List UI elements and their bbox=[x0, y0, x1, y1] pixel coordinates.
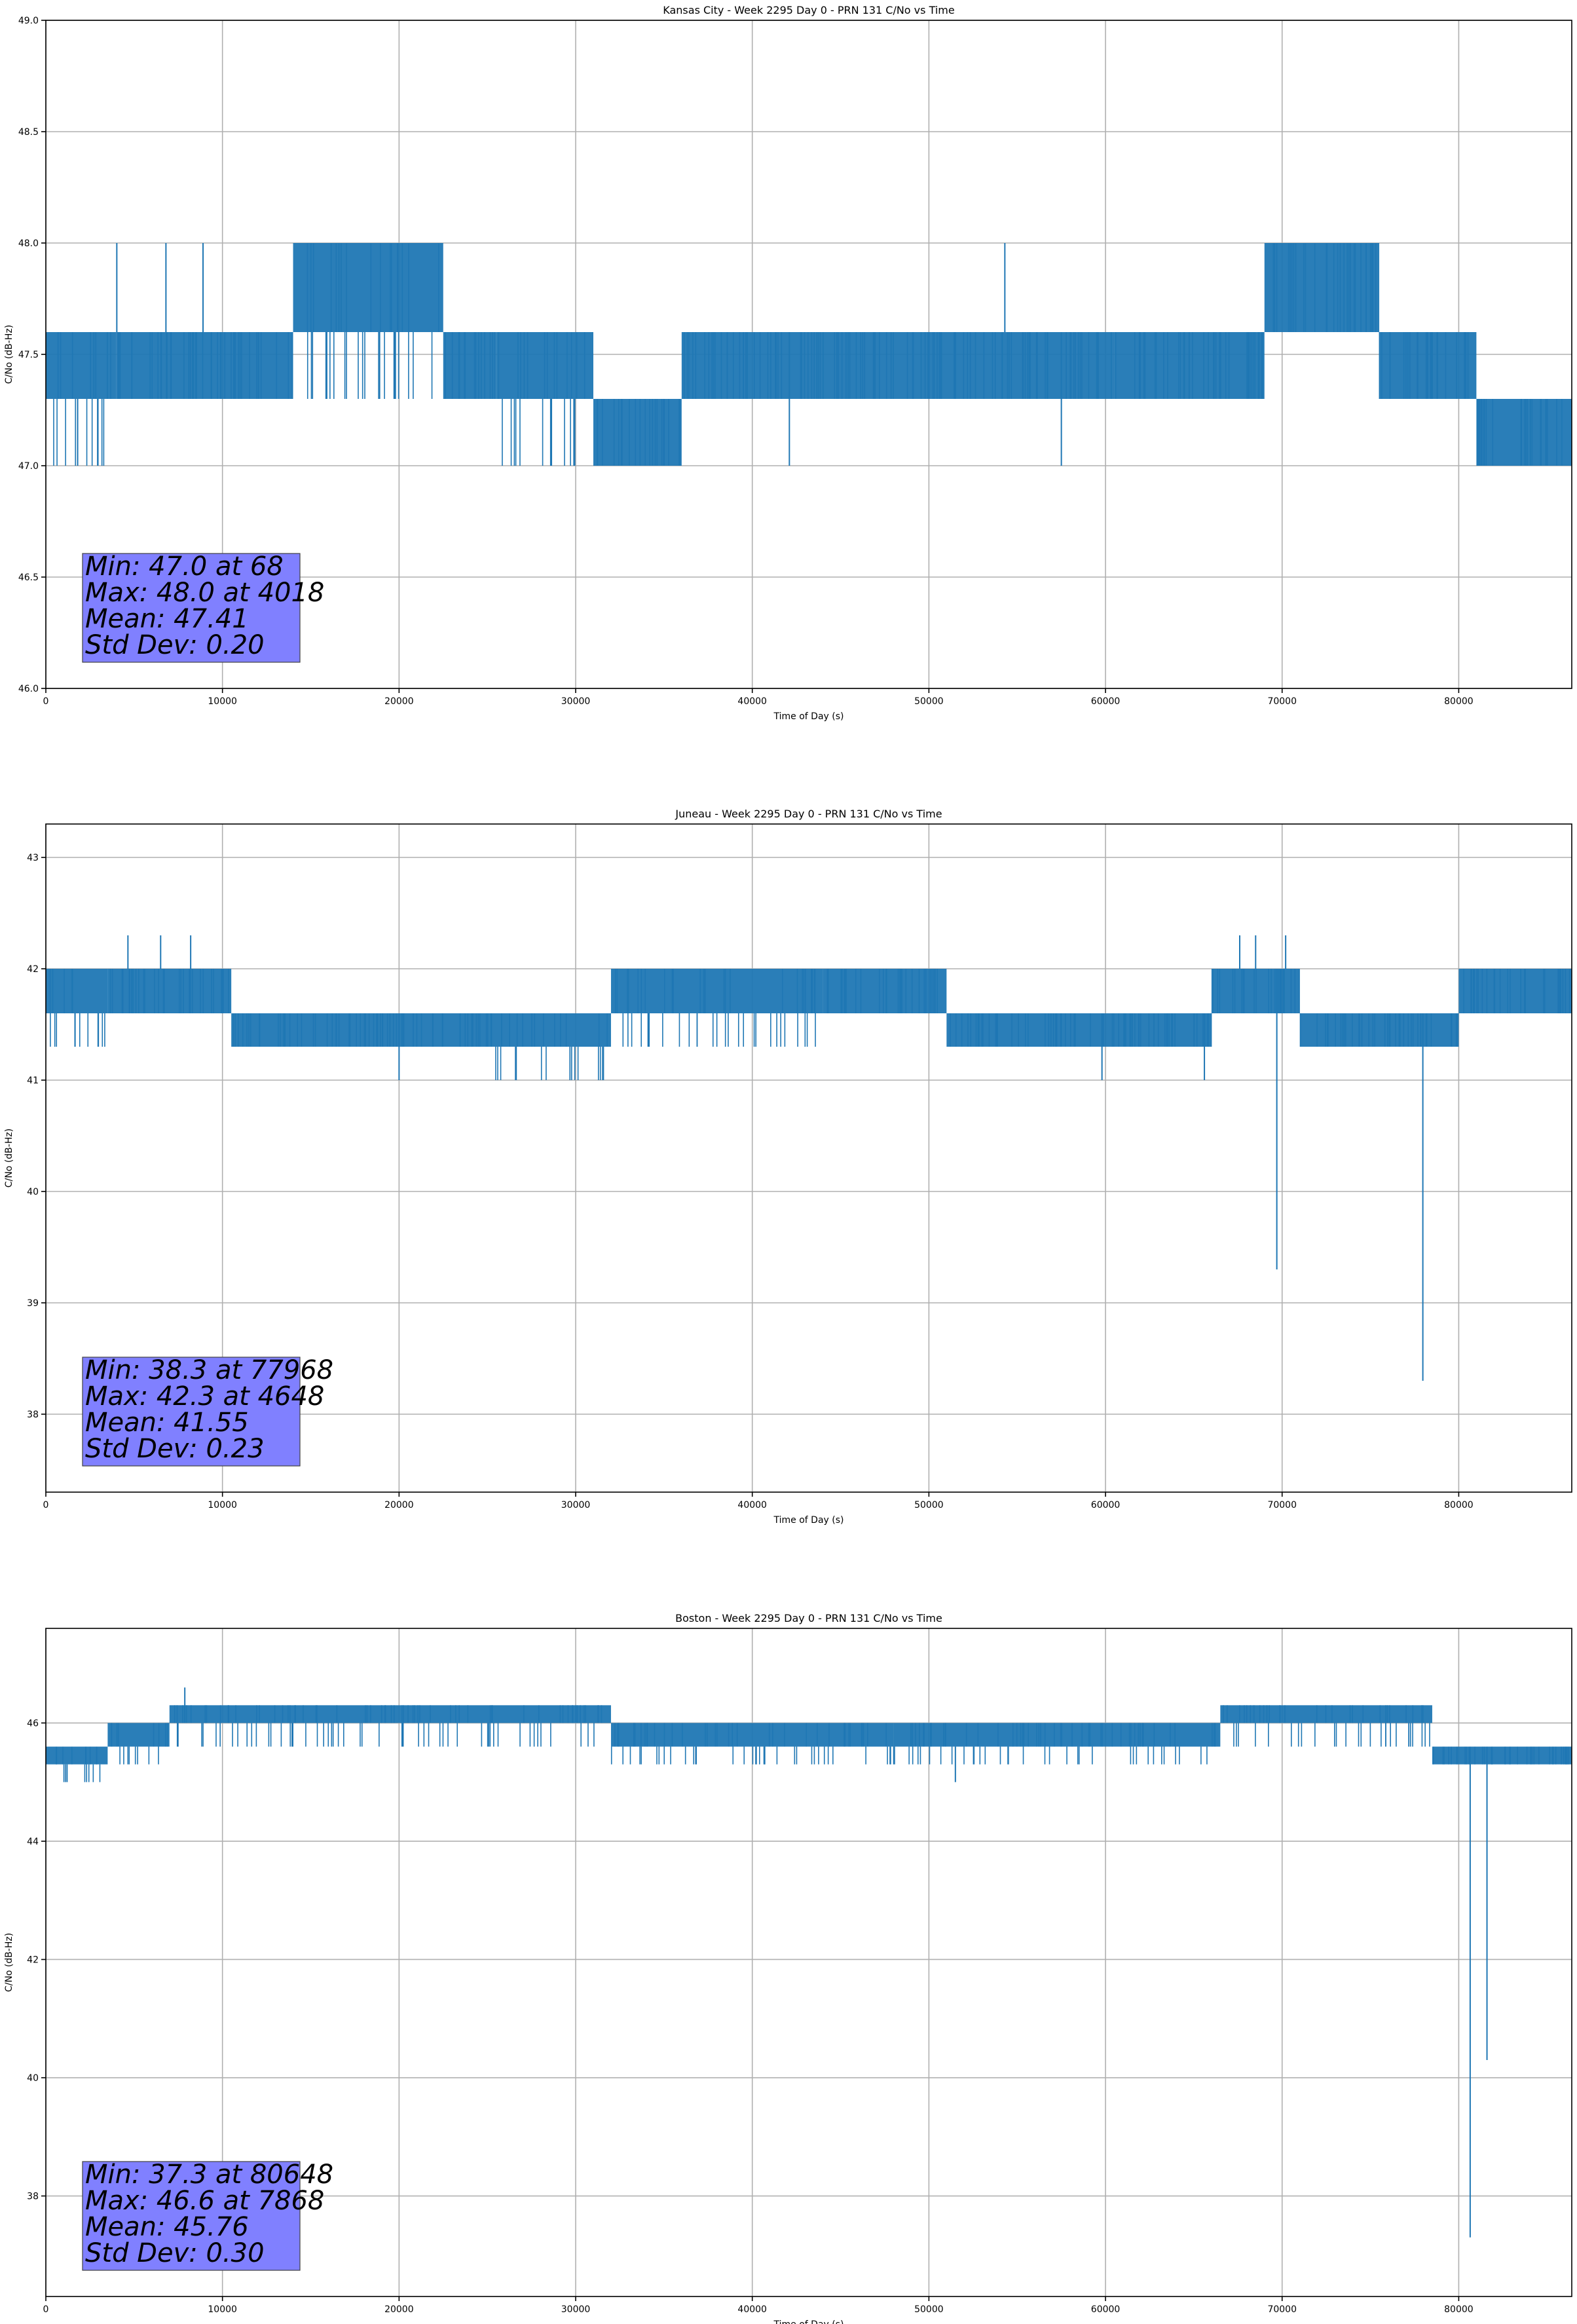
series-band bbox=[46, 332, 117, 399]
chart-3: 0 10000 20000 30000 40000 50000 60000 70000 8000… bbox=[4, 1612, 1572, 2324]
stats-line: Min: 37.3 at 80648 bbox=[85, 2160, 333, 2190]
x-tick-label: 10000 bbox=[208, 2304, 237, 2315]
y-axis-label: C/No (dB-Hz) bbox=[4, 1129, 14, 1188]
x-tick-label: 50000 bbox=[914, 2304, 944, 2315]
plot-frame bbox=[45, 823, 1572, 1493]
x-tick-label: 40000 bbox=[737, 696, 767, 707]
chart-title: Juneau - Week 2295 Day 0 - PRN 131 C/No … bbox=[675, 808, 942, 820]
y-tick-label: 47.0 bbox=[18, 461, 39, 472]
stats-box bbox=[82, 2161, 301, 2271]
y-tick-label: 46.5 bbox=[18, 572, 39, 583]
series-band bbox=[1432, 1746, 1572, 1765]
chart-title: Boston - Week 2295 Day 0 - PRN 131 C/No … bbox=[675, 1612, 942, 1624]
x-tick-label: 40000 bbox=[737, 1500, 767, 1510]
x-tick-label: 0 bbox=[43, 696, 49, 707]
series-band bbox=[116, 332, 293, 399]
series-band bbox=[610, 1723, 894, 1747]
y-tick-label: 40 bbox=[27, 1187, 39, 1197]
x-tick-label: 50000 bbox=[914, 1500, 944, 1510]
series-band bbox=[593, 399, 682, 466]
x-tick-label: 30000 bbox=[561, 1500, 591, 1510]
x-tick-label: 10000 bbox=[208, 696, 237, 707]
x-tick-label: 70000 bbox=[1267, 696, 1297, 707]
series-band bbox=[681, 332, 1115, 399]
y-tick-label: 48.5 bbox=[18, 127, 39, 138]
series-band bbox=[231, 1013, 488, 1047]
series-band bbox=[1299, 1013, 1459, 1047]
x-tick-label: 50000 bbox=[914, 696, 944, 707]
y-axis-label: C/No (dB-Hz) bbox=[4, 325, 14, 384]
x-tick-label: 60000 bbox=[1091, 696, 1121, 707]
y-tick-label: 42 bbox=[27, 964, 39, 975]
chart-2: 0 10000 20000 30000 40000 50000 60000 70000 8000… bbox=[4, 808, 1572, 1526]
series-band bbox=[107, 969, 232, 1013]
y-tick-label: 38 bbox=[27, 1410, 39, 1420]
y-tick-label: 46 bbox=[27, 1718, 39, 1729]
stats-line: Std Dev: 0.30 bbox=[85, 2238, 265, 2268]
stats-line: Min: 47.0 at 68 bbox=[85, 552, 284, 582]
series-band bbox=[487, 1013, 611, 1047]
y-tick-label: 43 bbox=[27, 853, 39, 863]
series-band bbox=[893, 1723, 1221, 1747]
stats-line: Max: 48.0 at 4018 bbox=[85, 578, 324, 608]
x-tick-label: 40000 bbox=[737, 2304, 767, 2315]
y-tick-label: 41 bbox=[27, 1076, 39, 1086]
y-tick-label: 46.0 bbox=[18, 684, 39, 694]
series-group bbox=[46, 1687, 1572, 2238]
x-tick-label: 80000 bbox=[1444, 696, 1474, 707]
x-tick-label: 20000 bbox=[384, 2304, 414, 2315]
x-tick-label: 30000 bbox=[561, 2304, 591, 2315]
y-tick-label: 48.0 bbox=[18, 238, 39, 249]
x-tick-label: 80000 bbox=[1444, 1500, 1474, 1510]
stats-line: Mean: 47.41 bbox=[85, 604, 249, 634]
x-tick-label: 20000 bbox=[384, 696, 414, 707]
series-band bbox=[1458, 969, 1572, 1013]
stats-line: Max: 46.6 at 7868 bbox=[85, 2186, 324, 2216]
stats-line: Mean: 45.76 bbox=[85, 2212, 249, 2242]
stats-line: Min: 38.3 at 77968 bbox=[85, 1355, 333, 1385]
x-tick-label: 70000 bbox=[1267, 1500, 1297, 1510]
x-tick-label: 0 bbox=[43, 1500, 49, 1510]
stats-line: Std Dev: 0.23 bbox=[85, 1434, 265, 1464]
plot-frame bbox=[45, 1628, 1572, 2297]
series-band bbox=[1264, 243, 1380, 332]
x-tick-label: 60000 bbox=[1091, 1500, 1121, 1510]
y-tick-label: 39 bbox=[27, 1298, 39, 1309]
y-tick-label: 40 bbox=[27, 2073, 39, 2084]
y-tick-label: 44 bbox=[27, 1837, 39, 1847]
x-tick-label: 70000 bbox=[1267, 2304, 1297, 2315]
x-tick-label: 20000 bbox=[384, 1500, 414, 1510]
x-tick-label: 60000 bbox=[1091, 2304, 1121, 2315]
stats-box bbox=[82, 1357, 301, 1467]
x-tick-label: 10000 bbox=[208, 1500, 237, 1510]
series-band bbox=[443, 332, 496, 399]
stats-line: Mean: 41.55 bbox=[85, 1408, 249, 1438]
series-group bbox=[46, 935, 1572, 1381]
x-tick-label: 80000 bbox=[1444, 2304, 1474, 2315]
series-band bbox=[293, 243, 443, 332]
x-axis-label: Time of Day (s) bbox=[773, 711, 844, 722]
y-tick-label: 49.0 bbox=[18, 16, 39, 26]
series-band bbox=[610, 969, 823, 1013]
x-tick-label: 30000 bbox=[561, 696, 591, 707]
stats-line: Max: 42.3 at 4648 bbox=[85, 1381, 324, 1412]
x-axis-label: Time of Day (s) bbox=[773, 2319, 844, 2324]
stats-box bbox=[82, 553, 301, 663]
series-band bbox=[46, 969, 108, 1013]
y-tick-label: 47.5 bbox=[18, 350, 39, 360]
x-axis-label: Time of Day (s) bbox=[773, 1515, 844, 1526]
y-axis-label: C/No (dB-Hz) bbox=[4, 1933, 14, 1992]
chart-1: 0 10000 20000 30000 40000 50000 60000 70000 8000… bbox=[4, 4, 1572, 722]
series-band bbox=[1476, 399, 1572, 466]
chart-title: Kansas City - Week 2295 Day 0 - PRN 131 … bbox=[663, 4, 954, 16]
x-tick-label: 0 bbox=[43, 2304, 49, 2315]
series-group bbox=[46, 243, 1572, 466]
series-band bbox=[169, 1705, 611, 1723]
stats-line: Std Dev: 0.20 bbox=[85, 630, 265, 660]
y-tick-label: 42 bbox=[27, 1955, 39, 1965]
y-tick-label: 38 bbox=[27, 2192, 39, 2202]
series-band bbox=[46, 1746, 108, 1765]
